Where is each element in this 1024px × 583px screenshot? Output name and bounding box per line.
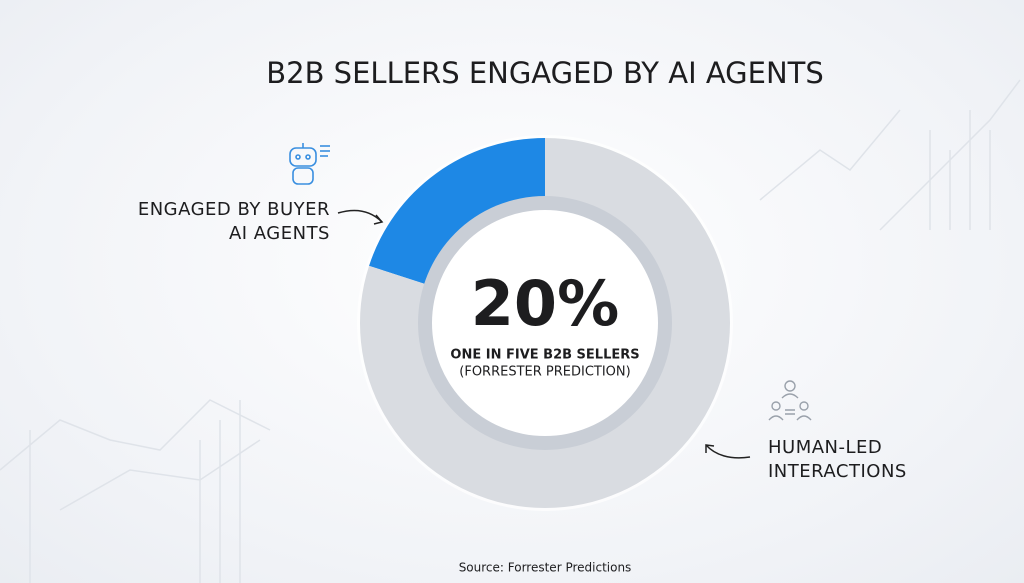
donut-segment (360, 138, 731, 508)
arrow-head (373, 214, 384, 225)
people-icon (768, 380, 812, 421)
category-label: HUMAN-LED INTERACTIONS (768, 437, 907, 482)
center-note: (FORRESTER PREDICTION) (459, 365, 630, 380)
category-label: ENGAGED BY BUYER AI AGENTS (137, 199, 330, 244)
chart-title: B2B SELLERS ENGAGED BY AI AGENTS (266, 56, 824, 90)
donut-segment (369, 138, 545, 289)
center-note: ONE IN FIVE B2B SELLERS (450, 348, 639, 363)
background-decoration (0, 79, 1021, 583)
arrow-head (705, 444, 715, 453)
robot-icon (289, 143, 330, 185)
source: Source: Forrester Predictions (459, 561, 632, 575)
center-value: 20% (471, 267, 619, 340)
arrow (705, 444, 751, 459)
arrow (337, 209, 383, 223)
donut-hole (432, 210, 658, 436)
